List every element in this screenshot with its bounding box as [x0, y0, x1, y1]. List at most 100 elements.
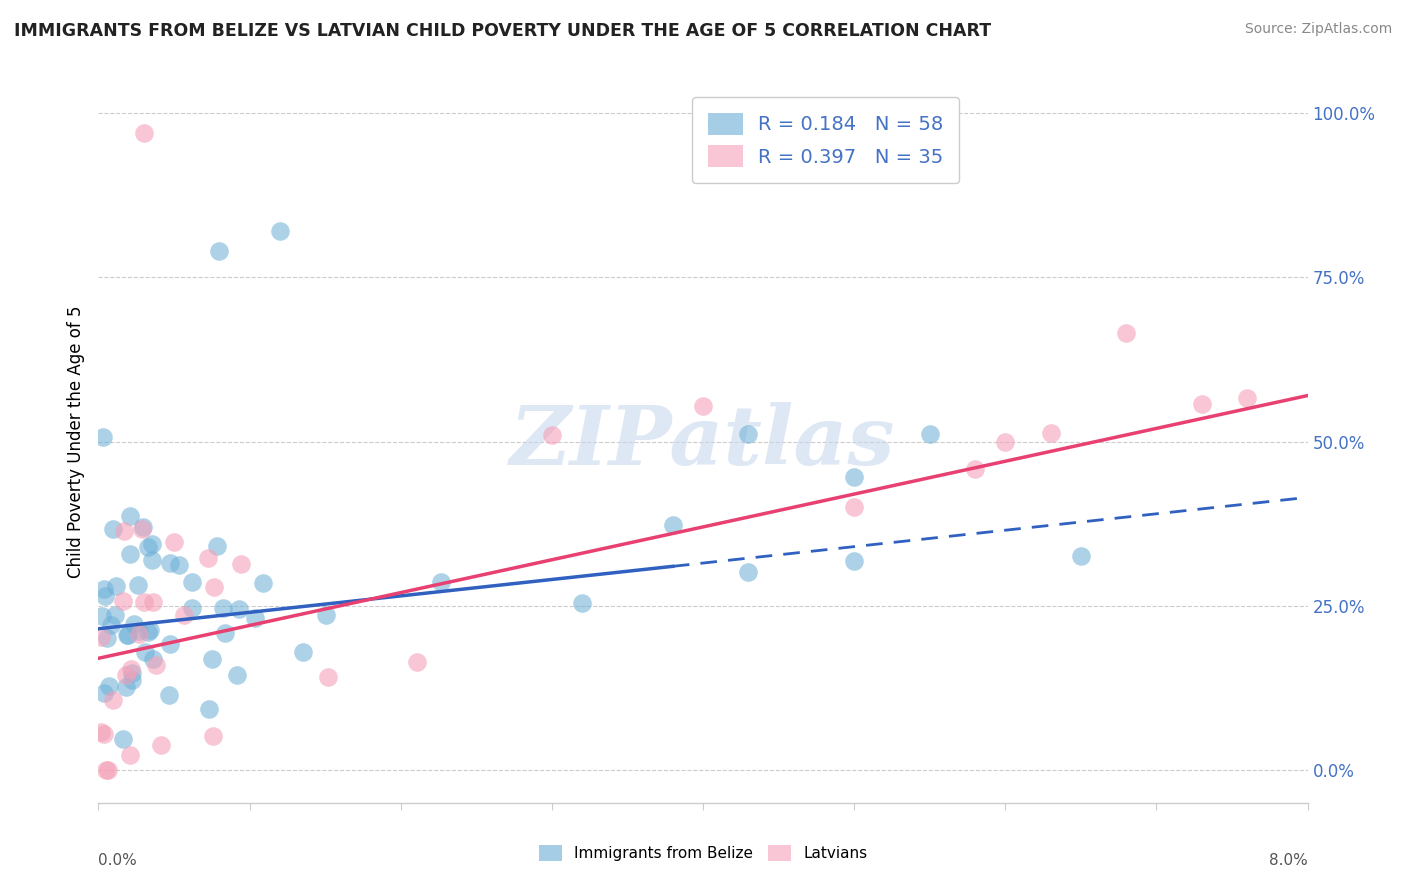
- Point: [844, 470, 866, 484]
- Point: [93, 686, 115, 700]
- Point: [252, 575, 274, 590]
- Point: [117, 627, 139, 641]
- Point: [737, 565, 759, 579]
- Point: [93, 589, 115, 603]
- Point: [97, 763, 120, 777]
- Point: [115, 668, 138, 682]
- Point: [181, 600, 204, 615]
- Point: [128, 626, 150, 640]
- Point: [965, 462, 987, 476]
- Point: [91, 430, 114, 444]
- Text: ZIPatlas: ZIPatlas: [510, 401, 896, 482]
- Point: [127, 578, 149, 592]
- Point: [208, 244, 231, 258]
- Point: [131, 522, 153, 536]
- Point: [1070, 549, 1092, 564]
- Text: 8.0%: 8.0%: [1268, 854, 1308, 869]
- Point: [96, 631, 118, 645]
- Point: [111, 593, 134, 607]
- Point: [180, 575, 202, 590]
- Point: [104, 579, 127, 593]
- Point: [112, 524, 135, 539]
- Point: [93, 727, 115, 741]
- Point: [269, 224, 291, 238]
- Point: [121, 673, 143, 687]
- Point: [122, 616, 145, 631]
- Point: [145, 658, 167, 673]
- Point: [121, 666, 143, 681]
- Point: [136, 540, 159, 554]
- Text: Source: ZipAtlas.com: Source: ZipAtlas.com: [1244, 22, 1392, 37]
- Point: [94, 763, 117, 777]
- Point: [90, 725, 112, 739]
- Point: [142, 651, 165, 665]
- Point: [318, 670, 340, 684]
- Point: [197, 551, 219, 566]
- Point: [103, 523, 125, 537]
- Text: IMMIGRANTS FROM BELIZE VS LATVIAN CHILD POVERTY UNDER THE AGE OF 5 CORRELATION C: IMMIGRANTS FROM BELIZE VS LATVIAN CHILD …: [14, 22, 991, 40]
- Point: [1191, 397, 1213, 411]
- Point: [112, 732, 135, 747]
- Point: [128, 624, 150, 638]
- Point: [101, 693, 124, 707]
- Point: [90, 631, 112, 645]
- Point: [571, 596, 593, 610]
- Point: [201, 651, 224, 665]
- Point: [844, 554, 866, 568]
- Point: [214, 626, 236, 640]
- Point: [205, 539, 228, 553]
- Point: [229, 558, 252, 572]
- Point: [737, 426, 759, 441]
- Point: [138, 623, 160, 637]
- Point: [540, 427, 562, 442]
- Point: [406, 655, 429, 669]
- Point: [202, 580, 225, 594]
- Point: [150, 739, 173, 753]
- Point: [226, 668, 249, 682]
- Point: [136, 625, 159, 640]
- Point: [1236, 391, 1258, 405]
- Point: [141, 537, 163, 551]
- Point: [163, 535, 186, 549]
- Point: [120, 747, 142, 762]
- Point: [142, 594, 165, 608]
- Point: [1115, 326, 1137, 340]
- Point: [132, 126, 155, 140]
- Point: [212, 601, 235, 615]
- Point: [100, 618, 122, 632]
- Point: [918, 427, 941, 442]
- Point: [120, 547, 142, 561]
- Point: [228, 602, 250, 616]
- Point: [159, 556, 181, 570]
- Y-axis label: Child Poverty Under the Age of 5: Child Poverty Under the Age of 5: [66, 305, 84, 578]
- Point: [90, 608, 112, 623]
- Point: [167, 558, 190, 573]
- Point: [93, 582, 115, 596]
- Point: [132, 595, 155, 609]
- Point: [134, 645, 156, 659]
- Point: [315, 607, 337, 622]
- Point: [245, 611, 267, 625]
- Point: [661, 518, 683, 533]
- Point: [118, 508, 141, 523]
- Point: [202, 729, 225, 743]
- Legend: Immigrants from Belize, Latvians: Immigrants from Belize, Latvians: [533, 839, 873, 867]
- Point: [291, 645, 314, 659]
- Point: [429, 574, 451, 589]
- Point: [104, 607, 127, 622]
- Point: [120, 661, 142, 675]
- Point: [131, 520, 153, 534]
- Point: [173, 607, 195, 622]
- Point: [198, 702, 221, 716]
- Point: [844, 500, 866, 514]
- Point: [117, 627, 139, 641]
- Point: [994, 434, 1017, 449]
- Point: [159, 637, 181, 651]
- Point: [97, 680, 120, 694]
- Point: [157, 688, 180, 702]
- Point: [1039, 425, 1062, 440]
- Point: [692, 399, 714, 413]
- Point: [115, 680, 138, 694]
- Point: [141, 553, 163, 567]
- Text: 0.0%: 0.0%: [98, 854, 138, 869]
